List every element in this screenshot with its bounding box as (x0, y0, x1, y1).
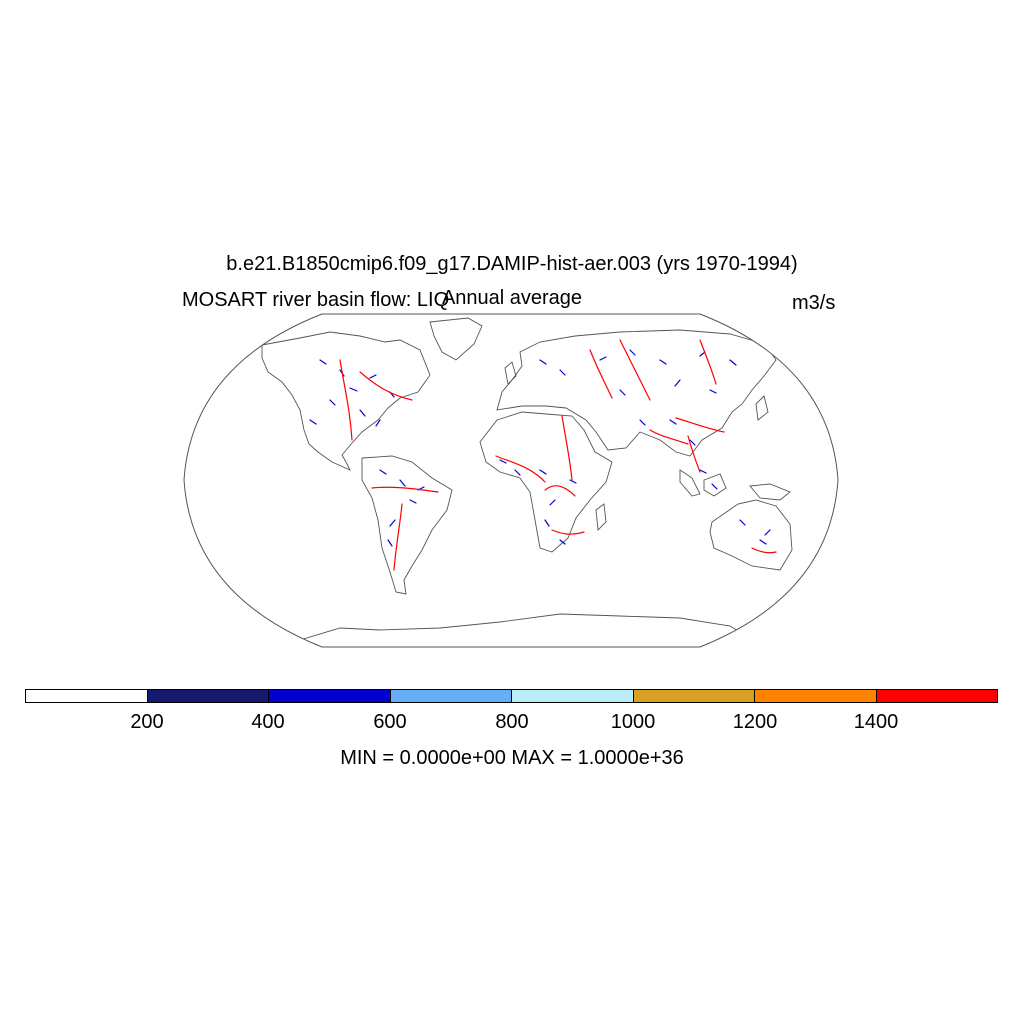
river-zambezi (551, 529, 585, 535)
river-murray (751, 547, 777, 554)
colorbar-box (755, 690, 877, 702)
case-title: b.e21.B1850cmip6.f09_g17.DAMIP-hist-aer.… (226, 253, 798, 275)
colorbar-box (633, 690, 755, 702)
river-nile (561, 415, 573, 481)
river-lena (699, 339, 717, 385)
minor-rivers (309, 349, 771, 547)
colorbar-box (390, 690, 512, 702)
greenland-coast (429, 317, 483, 361)
new-guinea-coast (749, 483, 791, 501)
river-niger (495, 455, 546, 483)
river-yenisei (619, 339, 651, 401)
colorbar (25, 689, 998, 703)
antarctica-coast (299, 613, 761, 645)
colorbar-label: 400 (251, 711, 285, 733)
japan-coast (755, 395, 769, 421)
colorbar-label: 1000 (610, 711, 656, 733)
colorbar-label: 1400 (853, 711, 899, 733)
colorbar-label: 1200 (732, 711, 778, 733)
river-mississippi (339, 359, 353, 441)
river-st-lawrence (359, 371, 413, 401)
madagascar-coast (595, 503, 607, 531)
colorbar-label: 200 (130, 711, 164, 733)
river-network (309, 339, 777, 571)
britain-coast (504, 361, 517, 385)
river-mekong (687, 435, 701, 473)
sumatra-coast (679, 469, 701, 497)
north-america-coast (261, 331, 431, 471)
variable-title: MOSART river basin flow: LIQ (182, 289, 450, 311)
river-congo (544, 485, 576, 497)
colorbar-label: 600 (373, 711, 407, 733)
river-amazon (371, 486, 439, 493)
river-ob (589, 349, 613, 399)
borneo-coast (703, 473, 727, 497)
colorbar-box (512, 690, 634, 702)
colorbar-box (26, 690, 148, 702)
coastlines (261, 317, 829, 645)
colorbar-box (269, 690, 391, 702)
river-parana (393, 503, 403, 571)
colorbar-label: 800 (495, 711, 529, 733)
map-outline (183, 313, 839, 648)
colorbar-box (876, 690, 997, 702)
units-label: m3/s (792, 292, 836, 314)
australia-coast (709, 499, 793, 571)
new-zealand-coast (811, 567, 829, 591)
colorbar-box (147, 690, 269, 702)
south-america-coast (361, 455, 453, 595)
river-yangtze (675, 417, 725, 433)
eurasia-coast (496, 329, 777, 457)
min-max-label: MIN = 0.0000e+00 MAX = 1.0000e+36 (340, 747, 684, 769)
average-title: Annual average (441, 287, 583, 309)
africa-coast (479, 411, 613, 553)
river-ganges (649, 429, 689, 445)
